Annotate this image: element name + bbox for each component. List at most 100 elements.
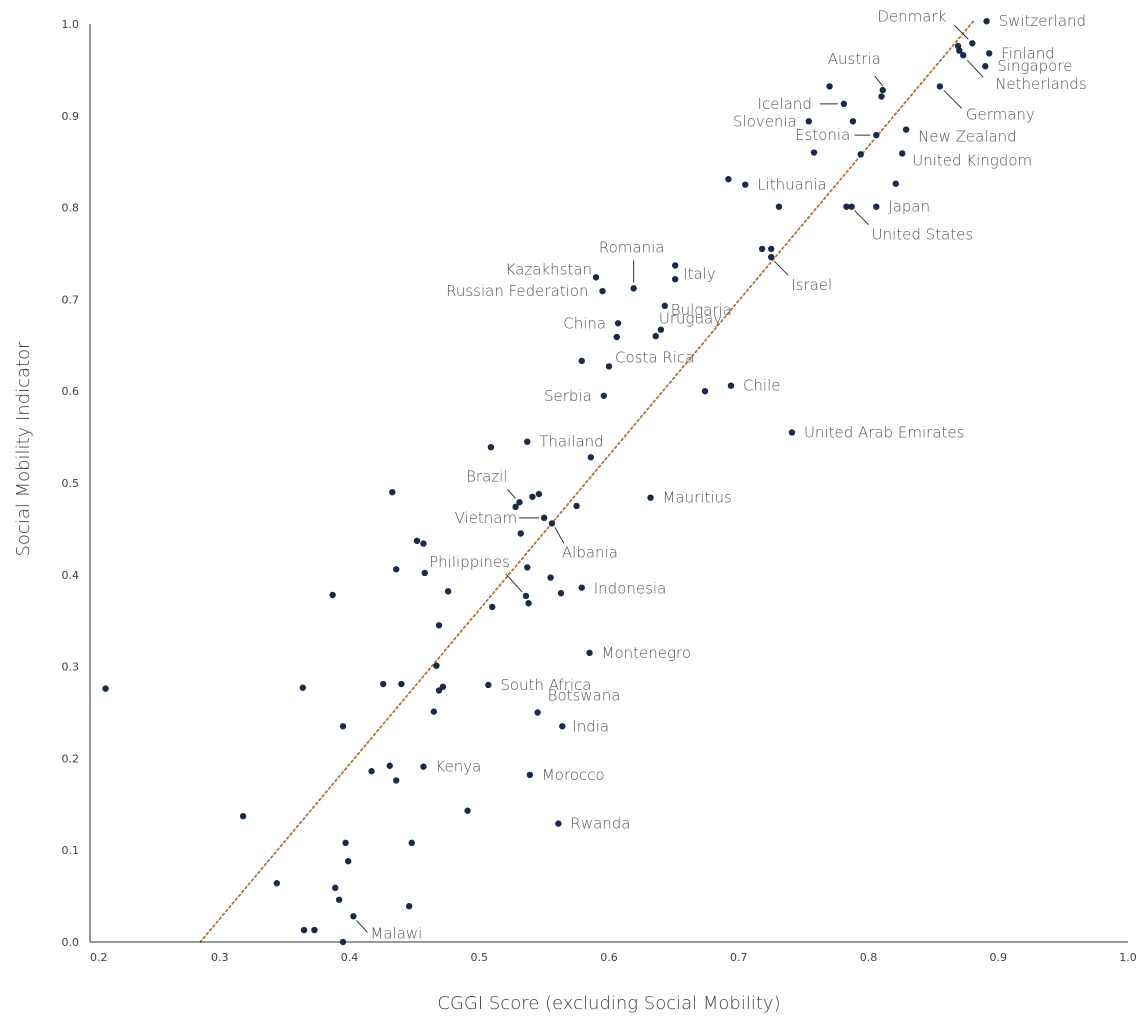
point-label: United States [872, 226, 974, 244]
data-point [843, 203, 850, 210]
data-point [840, 100, 848, 108]
point-label: Lithuania [757, 176, 826, 194]
point-label: Brazil [466, 467, 507, 485]
data-point [592, 274, 600, 281]
data-point [386, 762, 393, 769]
data-point [985, 50, 993, 57]
data-point [586, 649, 593, 657]
point-label: Israel [791, 276, 832, 294]
data-point [613, 333, 620, 341]
trendline-layer [199, 18, 976, 943]
point-label: Austria [828, 50, 881, 68]
data-point [892, 180, 899, 187]
point-labels: Switzerland Denmark FinlandSingaporeNether… [370, 7, 1086, 942]
x-tick-label: 0.6 [600, 951, 618, 964]
point-label: Vietnam [455, 509, 518, 527]
point-label: Serbia [544, 387, 592, 405]
data-point [433, 662, 440, 669]
data-point [524, 564, 531, 571]
data-point [239, 813, 247, 820]
data-point [299, 684, 306, 691]
y-tick-label: 0.1 [62, 844, 80, 857]
leader-line [966, 59, 984, 78]
data-point [849, 118, 857, 125]
data-point [444, 588, 452, 595]
data-point [350, 913, 357, 920]
data-point [405, 902, 413, 910]
data-point [335, 896, 343, 903]
leader-line [356, 919, 368, 933]
data-point [936, 83, 944, 90]
data-point [300, 926, 308, 934]
data-point [657, 326, 665, 333]
point-label: China [563, 314, 606, 332]
data-point [671, 262, 679, 269]
data-point [547, 574, 554, 581]
data-point [701, 388, 709, 395]
y-tick-label: 0.6 [62, 385, 80, 398]
data-point [647, 494, 654, 501]
data-point [587, 454, 595, 461]
point-label: Kazakhstan [506, 260, 592, 278]
point-label: Albania [562, 543, 618, 561]
data-point [742, 181, 749, 188]
data-point [534, 709, 541, 716]
data-point [524, 438, 531, 445]
data-point [775, 203, 783, 210]
x-tick-label: 0.5 [471, 951, 489, 964]
data-point [902, 126, 910, 133]
data-point [311, 926, 318, 934]
point-label: Costa Rica [615, 348, 694, 366]
data-point [548, 520, 556, 527]
y-axis-title: Social Mobility Indicator [13, 341, 34, 557]
data-point [421, 569, 428, 577]
data-point [540, 514, 548, 522]
data-point [727, 382, 735, 389]
data-point [329, 591, 336, 599]
data-point [899, 150, 906, 157]
x-tick-label: 0.4 [341, 951, 359, 964]
trendline [199, 18, 976, 943]
point-label: Germany [966, 105, 1035, 123]
y-tick-label: 0.2 [62, 752, 80, 765]
data-point [960, 52, 967, 59]
data-point [393, 777, 400, 784]
data-point [725, 175, 732, 183]
leader-line [554, 527, 565, 544]
data-point [398, 680, 405, 688]
point-label: Estonia [795, 126, 850, 144]
x-tick-label: 1.0 [1119, 951, 1137, 964]
data-point [956, 47, 963, 54]
data-point [435, 687, 443, 694]
point-label: Indonesia [594, 580, 667, 598]
point-label: Chile [743, 377, 781, 395]
x-axis-title: CGGI Score (excluding Social Mobility) [437, 993, 780, 1014]
point-label: Romania [599, 238, 665, 256]
point-label: Philippines [429, 553, 510, 571]
y-tick-label: 0.8 [62, 202, 80, 215]
data-point [788, 429, 796, 436]
leader-line [854, 210, 869, 226]
point-label: Mauritius [663, 489, 732, 507]
data-point [389, 488, 396, 496]
point-label: Kenya [435, 758, 481, 776]
data-point [529, 493, 536, 500]
data-point [879, 86, 886, 94]
point-label: Switzerland [999, 12, 1087, 30]
data-point [969, 40, 976, 47]
leader-line [773, 260, 789, 276]
data-point [878, 93, 885, 100]
data-point [559, 723, 566, 730]
y-tick-label: 1.0 [62, 18, 80, 31]
point-label: Singapore [997, 57, 1072, 75]
point-label: Italy [683, 265, 716, 283]
data-point [810, 149, 818, 156]
data-point [516, 499, 523, 506]
leader-line [874, 75, 884, 87]
data-point [848, 203, 855, 210]
axes [89, 24, 1128, 943]
data-point [517, 530, 524, 537]
data-point [671, 276, 679, 283]
data-point [487, 443, 495, 451]
